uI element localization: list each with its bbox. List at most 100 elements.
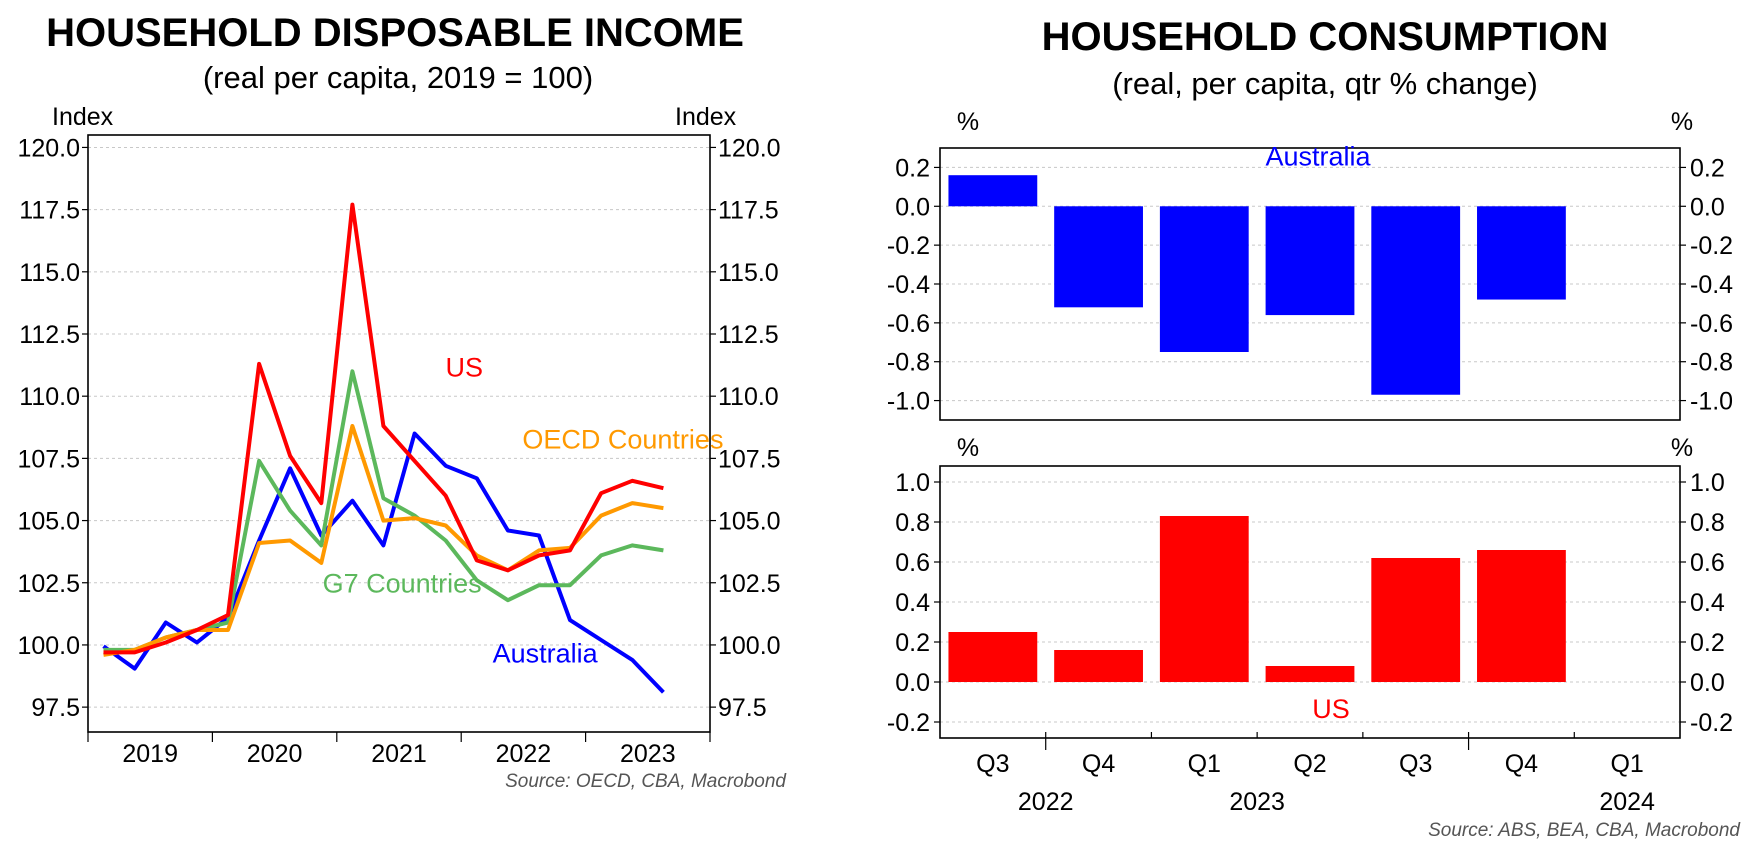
panel-unit-left: % — [957, 434, 979, 462]
left-plot-frame — [87, 134, 711, 733]
panel-label-australia: Australia — [1265, 141, 1371, 171]
bar-left-y-tick-label: -0.6 — [887, 310, 930, 338]
bar-right-y-tick-label: -0.2 — [1690, 709, 1733, 737]
panel-unit-right: % — [1671, 434, 1693, 462]
left-y-tick-label: 105.0 — [17, 508, 80, 536]
left-y-tick-label: 102.5 — [17, 570, 80, 598]
bar-panel-frame — [939, 465, 1681, 739]
bar-right-y-tick-label: -0.8 — [1690, 349, 1733, 377]
bar-left-y-tick-label: 1.0 — [895, 469, 930, 497]
bar-australia-0 — [948, 175, 1038, 207]
bar-left-y-tick-label: -0.4 — [887, 271, 930, 299]
bar-us-1 — [1054, 650, 1143, 682]
x-year-label: 2020 — [247, 740, 303, 768]
right-y-tick-label: 110.0 — [718, 383, 779, 411]
bar-right-y-tick-label: 0.8 — [1690, 509, 1725, 537]
bar-us-4 — [1371, 558, 1461, 682]
panel-unit-left: % — [957, 108, 979, 136]
right-y-tick-label: 105.0 — [718, 508, 781, 536]
bar-right-y-tick-label: 0.2 — [1690, 154, 1725, 182]
x-year-label: 2023 — [620, 740, 676, 768]
bar-right-y-tick-label: -0.6 — [1690, 310, 1733, 338]
x-year-label: 2021 — [371, 740, 427, 768]
left-chart-source: Source: OECD, CBA, Macrobond — [505, 771, 787, 792]
right-y-tick-label: 102.5 — [718, 570, 781, 598]
bar-x-year-label: 2023 — [1229, 788, 1285, 816]
bar-x-quarter-label: Q2 — [1293, 750, 1326, 778]
bar-left-y-tick-label: 0.2 — [895, 154, 930, 182]
right-y-tick-label: 112.5 — [718, 321, 779, 349]
left-y-tick-label: 110.0 — [19, 383, 80, 411]
bar-right-y-tick-label: -1.0 — [1690, 388, 1733, 416]
bar-australia-2 — [1159, 206, 1249, 352]
bar-left-y-tick-label: 0.0 — [895, 669, 930, 697]
bar-right-y-tick-label: 0.0 — [1690, 193, 1725, 221]
right-y-tick-label: 117.5 — [718, 197, 779, 225]
right-chart-title: HOUSEHOLD CONSUMPTION — [1042, 15, 1609, 59]
right-chart-source: Source: ABS, BEA, CBA, Macrobond — [1428, 820, 1741, 841]
left-y-tick-label: 120.0 — [17, 134, 80, 162]
bar-australia-3 — [1265, 206, 1355, 316]
x-year-label: 2022 — [496, 740, 552, 768]
bar-right-y-tick-label: -0.4 — [1690, 271, 1733, 299]
bar-x-year-label: 2024 — [1599, 788, 1655, 816]
bar-right-y-tick-label: -0.2 — [1690, 232, 1733, 260]
bar-left-y-tick-label: 0.2 — [895, 629, 930, 657]
right-y-tick-label: 97.5 — [718, 694, 767, 722]
left-y-tick-label: 100.0 — [17, 632, 80, 660]
right-y-axis-label: Index — [675, 103, 737, 131]
series-line-australia — [102, 431, 665, 694]
bar-right-y-tick-label: 0.4 — [1690, 589, 1725, 617]
bar-x-quarter-label: Q3 — [976, 750, 1009, 778]
bar-australia-5 — [1477, 206, 1566, 300]
bar-right-y-tick-label: 0.2 — [1690, 629, 1725, 657]
bar-left-y-tick-label: 0.4 — [895, 589, 930, 617]
bar-x-quarter-label: Q1 — [1188, 750, 1221, 778]
bar-panel-frame — [939, 147, 1681, 421]
right-chart-plot: % % 0.2 0.2 0.0 0.0 -0.2 -0.2 -0.4 -0.4 -0.6 -0.6 -0… — [887, 108, 1733, 816]
bar-x-quarter-label: Q4 — [1505, 750, 1538, 778]
right-y-tick-label: 115.0 — [718, 259, 779, 287]
bar-us-0 — [948, 632, 1038, 682]
series-line-us — [103, 202, 664, 655]
left-chart-plot: 120.0 120.0 117.5 117.5 115.0 115.0 112.5 112.5… — [17, 134, 781, 768]
right-y-tick-label: 107.5 — [718, 445, 781, 473]
bar-right-y-tick-label: 0.0 — [1690, 669, 1725, 697]
panel-unit-right: % — [1671, 108, 1693, 136]
series-label-g7-countries: G7 Countries — [323, 569, 482, 599]
left-chart-title: HOUSEHOLD DISPOSABLE INCOME — [46, 11, 744, 55]
left-y-axis-label: Index — [52, 103, 114, 131]
bar-left-y-tick-label: -0.8 — [887, 349, 930, 377]
bar-x-year-label: 2022 — [1018, 788, 1074, 816]
x-year-label: 2019 — [122, 740, 178, 768]
right-y-tick-label: 100.0 — [718, 632, 781, 660]
bar-us-5 — [1477, 550, 1566, 682]
right-chart-subtitle: (real, per capita, qtr % change) — [1112, 66, 1538, 101]
series-label-oecd-countries: OECD Countries — [522, 424, 723, 454]
bar-x-quarter-label: Q4 — [1082, 750, 1115, 778]
bar-left-y-tick-label: -0.2 — [887, 709, 930, 737]
bar-us-2 — [1159, 516, 1249, 682]
series-label-us: US — [446, 352, 484, 382]
panel-label-us: US — [1312, 694, 1350, 724]
right-y-tick-label: 120.0 — [718, 134, 781, 162]
left-y-tick-label: 97.5 — [31, 694, 80, 722]
left-y-tick-label: 112.5 — [19, 321, 80, 349]
series-label-australia: Australia — [493, 638, 599, 668]
bar-left-y-tick-label: -0.2 — [887, 232, 930, 260]
bar-x-quarter-label: Q1 — [1610, 750, 1643, 778]
bar-australia-1 — [1054, 206, 1143, 308]
bar-x-quarter-label: Q3 — [1399, 750, 1432, 778]
bar-us-3 — [1265, 666, 1355, 682]
bar-left-y-tick-label: 0.0 — [895, 193, 930, 221]
left-y-tick-label: 107.5 — [17, 445, 80, 473]
left-y-tick-label: 115.0 — [19, 259, 80, 287]
bar-right-y-tick-label: 1.0 — [1690, 469, 1725, 497]
bar-right-y-tick-label: 0.6 — [1690, 549, 1725, 577]
bar-australia-4 — [1371, 206, 1461, 395]
left-y-tick-label: 117.5 — [19, 197, 80, 225]
left-chart-subtitle: (real per capita, 2019 = 100) — [203, 60, 593, 95]
bar-left-y-tick-label: 0.6 — [895, 549, 930, 577]
bar-left-y-tick-label: 0.8 — [895, 509, 930, 537]
